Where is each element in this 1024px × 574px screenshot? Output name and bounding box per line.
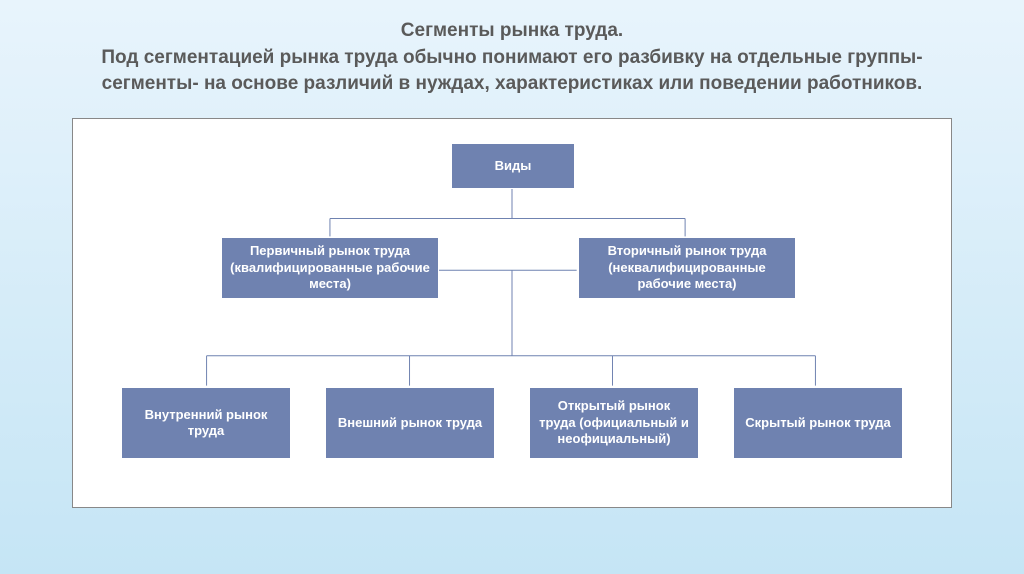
diagram-container: Виды Первичный рынок труда (квалифициров… (72, 118, 952, 508)
node-open: Открытый рынок труда (официальный и неоф… (529, 387, 699, 459)
node-secondary: Вторичный рынок труда (неквалифицированн… (578, 237, 796, 299)
node-root: Виды (451, 143, 575, 189)
node-primary: Первичный рынок труда (квалифицированные… (221, 237, 439, 299)
slide-header: Сегменты рынка труда. Под сегментацией р… (0, 0, 1024, 110)
slide-title: Сегменты рынка труда. (60, 18, 964, 45)
slide-subtitle: Под сегментацией рынка труда обычно пони… (101, 47, 922, 95)
node-hidden: Скрытый рынок труда (733, 387, 903, 459)
node-external: Внешний рынок труда (325, 387, 495, 459)
node-internal: Внутренний рынок труда (121, 387, 291, 459)
